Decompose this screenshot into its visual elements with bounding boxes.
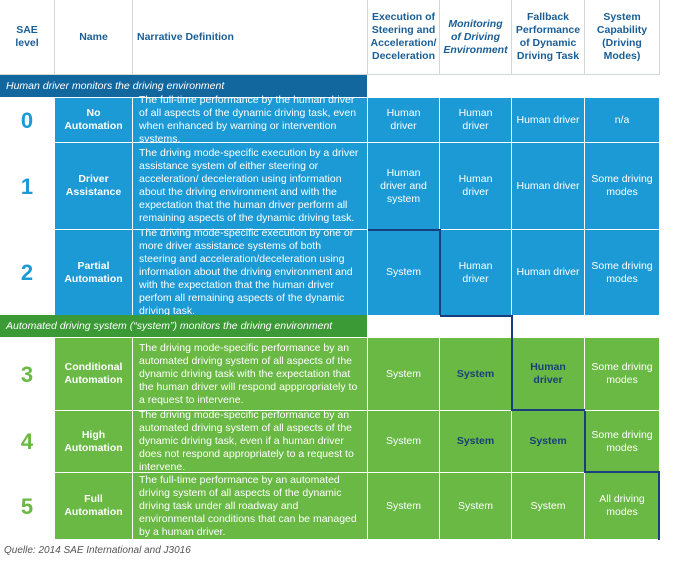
boundary-line: [511, 315, 513, 411]
sae-level: 1: [0, 143, 55, 230]
capability: All driving modes: [585, 473, 660, 540]
section-header: Human driver monitors the driving enviro…: [0, 75, 368, 98]
capability: Some driving modes: [585, 411, 660, 473]
boundary-line: [512, 409, 585, 411]
fallback: System: [512, 411, 585, 473]
fallback: Human driver: [512, 338, 585, 411]
level-name: Conditional Automation: [55, 338, 133, 411]
sae-level: 2: [0, 230, 55, 316]
source: Quelle: 2014 SAE International and J3016: [4, 545, 191, 556]
sae-level: 0: [0, 98, 55, 143]
monitoring: Human driver: [440, 143, 512, 230]
boundary-line: [585, 471, 660, 473]
capability: n/a: [585, 98, 660, 143]
section-header: Automated driving system (“system”) moni…: [0, 315, 368, 338]
narrative: The full-time performance by the human d…: [133, 94, 368, 145]
monitoring: System: [440, 411, 512, 473]
level-name: Full Automation: [55, 473, 133, 540]
boundary-line: [440, 315, 512, 317]
header-cell: Fallback Performance of Dynamic Driving …: [512, 0, 585, 75]
level-name: No Automation: [55, 98, 133, 143]
execution: System: [368, 338, 440, 411]
execution: System: [368, 473, 440, 540]
sae-level: 3: [0, 338, 55, 411]
header-cell: Execution of Steering and Acceleration/ …: [368, 0, 440, 75]
header-cell: SAE level: [0, 0, 55, 75]
fallback: Human driver: [512, 98, 585, 143]
narrative: The driving mode-specific performance by…: [133, 409, 368, 473]
execution: Human driver: [368, 98, 440, 143]
fallback: System: [512, 473, 585, 540]
execution: Human driver and system: [368, 143, 440, 230]
execution: System: [368, 411, 440, 473]
header-cell: Monitoring of Driving Environment: [440, 0, 512, 75]
boundary-line: [658, 473, 660, 540]
level-name: High Automation: [55, 411, 133, 473]
narrative: The full-time performance by an automate…: [133, 473, 368, 540]
level-name: Partial Automation: [55, 230, 133, 316]
narrative: The driving mode-specific execution by o…: [133, 227, 368, 317]
capability: Some driving modes: [585, 143, 660, 230]
level-name: Driver Assistance: [55, 143, 133, 230]
monitoring: System: [440, 338, 512, 411]
boundary-line: [584, 411, 586, 473]
boundary-line: [368, 229, 440, 231]
sae-level: 4: [0, 411, 55, 473]
narrative: The driving mode-specific execution by a…: [133, 143, 368, 230]
monitoring: Human driver: [440, 98, 512, 143]
narrative: The driving mode-specific performance by…: [133, 338, 368, 411]
fallback: Human driver: [512, 143, 585, 230]
sae-level: 5: [0, 473, 55, 540]
header-cell: System Capability (Driving Modes): [585, 0, 660, 75]
capability: Some driving modes: [585, 230, 660, 316]
monitoring: Human driver: [440, 230, 512, 316]
header-cell: Name: [55, 0, 133, 75]
header-cell: Narrative Definition: [133, 0, 368, 75]
monitoring: System: [440, 473, 512, 540]
capability: Some driving modes: [585, 338, 660, 411]
boundary-line: [439, 229, 441, 315]
execution: System: [368, 230, 440, 316]
fallback: Human driver: [512, 230, 585, 316]
